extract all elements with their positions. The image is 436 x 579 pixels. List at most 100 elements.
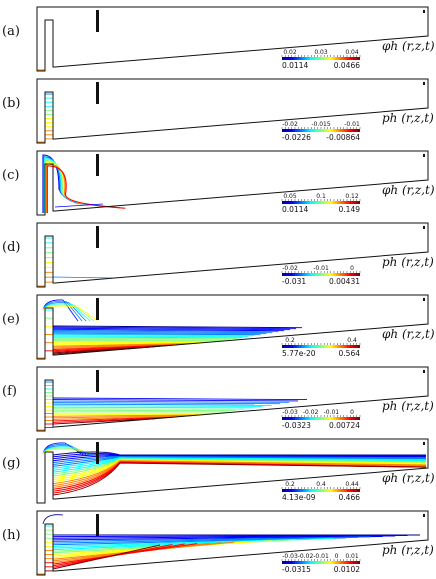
colorbar-max: 0.00431	[329, 277, 360, 286]
field-equation: ph (r,z,t)	[382, 543, 434, 557]
panel-label: (c)	[2, 168, 19, 183]
panel-4: (d) ph (r,z,t) -0.02 -0.01 0 -0.031 0.00431	[2, 222, 434, 288]
colorbar: -0.02 -0.015 -0.01 -0.0226 -0.00864	[281, 121, 360, 142]
contour-line	[52, 331, 273, 334]
baffle	[96, 442, 99, 464]
field-equation: φh (r,z,t)	[382, 39, 435, 53]
colorbar-min: -0.0315	[282, 565, 311, 574]
baffle	[96, 514, 99, 536]
colorbar: 0.2 0.4 5.77e-20 0.564	[281, 337, 360, 358]
colorbar-tick-label: -0.01	[324, 409, 340, 416]
corner-marker	[423, 514, 425, 517]
colorbar: -0.02 -0.01 0 -0.031 0.00431	[281, 265, 360, 286]
domain-outline	[36, 6, 429, 72]
contour-line	[52, 402, 281, 405]
contour-line	[52, 397, 308, 401]
field-contours	[37, 93, 53, 143]
colorbar: 0.2 0.4 0.44 4.13e-09 0.466	[281, 481, 360, 502]
domain-outline	[36, 294, 429, 360]
field-contours	[42, 442, 427, 496]
colorbar-gradient	[282, 345, 360, 348]
corner-marker	[423, 82, 425, 85]
panel-label: (a)	[2, 24, 20, 39]
colorbar-gradient	[282, 561, 360, 564]
colorbar-max: 0.00724	[329, 421, 360, 430]
panel-2: (b)ph (r,z,t)-0.02 -0.015 -0.01-0.0226 -0.0…	[2, 78, 434, 144]
colorbar-gradient	[282, 201, 360, 204]
contour-line	[52, 414, 201, 417]
colorbar-tick-label: 0.1	[316, 193, 326, 200]
colorbar-min: -0.0226	[282, 133, 311, 142]
corner-marker	[423, 226, 425, 229]
colorbar-tick-label: 0.2	[285, 337, 295, 344]
field-contours	[42, 154, 126, 213]
colorbar-tick-label: -0.03	[282, 409, 298, 416]
contour-line	[52, 462, 427, 496]
colorbar-tick-label: 0.02	[283, 49, 297, 56]
colorbar-gradient	[282, 273, 360, 276]
panel-1: (a) φh (r,z,t) 0.02 0.03 0.04 0.0114 0.0466	[2, 6, 435, 72]
contour-line	[52, 332, 267, 335]
panel-5: (e) φh (r,z,t) 0.2 0.4 5.77e-20 0.564	[2, 294, 435, 360]
field-equation: ph (r,z,t)	[382, 255, 434, 269]
colorbar-tick-label: -0.02	[282, 265, 298, 272]
colorbar-tick-label: 0.4	[347, 337, 357, 344]
field-contours	[37, 514, 420, 575]
field-equation: φh (r,z,t)	[382, 327, 435, 341]
contour-line	[52, 417, 165, 423]
domain-outline	[36, 366, 429, 432]
domain-outline	[36, 222, 429, 288]
contour-line	[52, 535, 383, 541]
plume-contour	[44, 159, 110, 213]
contour-line	[52, 342, 202, 346]
contour-line	[52, 400, 290, 403]
colorbar-max: 0.149	[339, 205, 361, 214]
colorbar-gradient	[282, 417, 360, 420]
colorbar: 0.02 0.03 0.04 0.0114 0.0466	[281, 49, 360, 70]
domain-outline	[36, 438, 429, 504]
colorbar-max: 0.0466	[334, 61, 360, 70]
colorbar-tick-label: -0.01	[313, 553, 329, 560]
contour-line	[52, 406, 254, 409]
contour-line	[52, 341, 208, 345]
corner-marker	[423, 10, 425, 13]
colorbar-min: -0.031	[282, 277, 306, 286]
contour-line	[52, 326, 297, 330]
contour-line	[52, 327, 291, 331]
panel-label: (f)	[2, 384, 17, 399]
contour-line	[52, 403, 272, 406]
colorbar-min: 0.0114	[282, 61, 308, 70]
contour-line	[52, 330, 279, 333]
colorbar-tick-label: -0.01	[344, 121, 360, 128]
colorbar-min: 0.0114	[282, 205, 308, 214]
contour-line	[52, 328, 285, 332]
colorbar-gradient	[282, 489, 360, 492]
contour-line	[52, 334, 255, 337]
baffle	[96, 226, 99, 248]
colorbar-tick-label: -0.02	[303, 409, 319, 416]
contour-line	[52, 325, 303, 329]
colorbar-tick-label: 0.12	[345, 193, 359, 200]
domain-outline	[36, 150, 429, 216]
contour-line	[52, 416, 174, 422]
domain-outline	[36, 510, 429, 576]
baffle	[96, 82, 99, 104]
colorbar-tick-label: -0.01	[313, 265, 329, 272]
colorbar-tick-label: 0	[350, 409, 354, 416]
colorbar-tick-label: 0.04	[345, 49, 359, 56]
panel-label: (h)	[2, 528, 21, 543]
colorbar-tick-label: 0.44	[345, 481, 359, 488]
panel-label: (e)	[2, 312, 20, 327]
colorbar-tick-label: -0.015	[311, 121, 331, 128]
field-equation: ph (r,z,t)	[382, 111, 434, 125]
panel-3: (c) φh (r,z,t) 0.05 0.1 0.12 0.0114 0.149	[2, 150, 435, 216]
contour-line	[52, 408, 245, 410]
colorbar-tick-label: -0.03	[282, 553, 298, 560]
colorbar: -0.03 -0.02 -0.01 0 -0.0323 0.00724	[281, 409, 360, 430]
contour-line	[52, 342, 196, 347]
colorbar-min: -0.0323	[282, 421, 311, 430]
panel-7: (g) φh (r,z,t) 0.2 0.4 0.44 4.13e-09 0.466	[2, 438, 435, 504]
contour-line	[54, 203, 104, 208]
colorbar-min: 5.77e-20	[282, 349, 316, 358]
contour-line	[52, 415, 192, 419]
